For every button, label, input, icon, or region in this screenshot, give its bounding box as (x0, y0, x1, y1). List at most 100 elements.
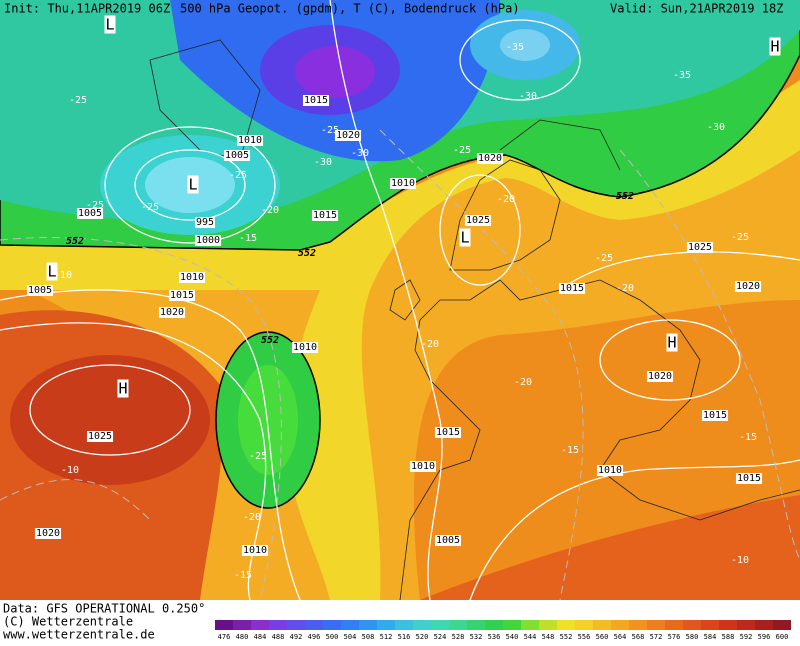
pressure-label-box (434, 535, 462, 546)
pressure-label-box (26, 285, 54, 296)
geopotential-label: 552 (261, 335, 279, 346)
pressure-label: 1005 (436, 535, 460, 546)
pressure-label-group: 1015 (701, 410, 729, 421)
pressure-center-box (46, 262, 58, 281)
pressure-center: L (47, 263, 56, 281)
temperature-label: -30 (351, 148, 369, 159)
pressure-label: 1010 (180, 272, 204, 283)
temperature-label: -20 (261, 205, 279, 216)
pressure-label-group: 1020 (34, 528, 62, 539)
temperature-label: -25 (69, 95, 87, 106)
pressure-center-group: L (104, 15, 116, 34)
colorbar-swatch (413, 620, 431, 630)
pressure-label-group: 1010 (241, 545, 269, 556)
pressure-center-group: L (187, 175, 199, 194)
map (0, 0, 800, 600)
colorbar-swatch (467, 620, 485, 630)
pressure-label-group: 1010 (409, 461, 437, 472)
colorbar-swatch (575, 620, 593, 630)
temperature-label: -10 (61, 465, 79, 476)
colorbar-swatch (719, 620, 737, 630)
pressure-center-group: H (769, 37, 781, 56)
pressure-label: 1025 (88, 431, 112, 442)
pressure-label-group: 1010 (291, 342, 319, 353)
pressure-label-box (558, 283, 586, 294)
pressure-center-box (187, 175, 199, 194)
colorbar-label: 500 (326, 633, 339, 641)
temperature-label: -35 (506, 42, 524, 53)
pressure-label-group: 1020 (476, 153, 504, 164)
copyright: (C) Wetterzentrale (3, 615, 133, 629)
colorbar-label: 512 (380, 633, 393, 641)
colorbar-label: 544 (524, 633, 537, 641)
pressure-label-group: 1020 (646, 371, 674, 382)
pressure-label-box (223, 150, 251, 161)
colorbar-swatch (629, 620, 647, 630)
pressure-label: 1010 (411, 461, 435, 472)
colorbar-label: 492 (290, 633, 303, 641)
pressure-label-box (158, 307, 186, 318)
temperature-label: -25 (229, 170, 247, 181)
init-time: Init: Thu,11APR2019 06Z (4, 2, 170, 16)
colorbar-swatch (485, 620, 503, 630)
pressure-label-group: 1000 (194, 235, 222, 246)
pressure-label: 1015 (304, 95, 328, 106)
pressure-label-box (291, 342, 319, 353)
temperature-label: -30 (519, 91, 537, 102)
pressure-center-box (117, 379, 129, 398)
pressure-label-box (302, 95, 330, 106)
pressure-label: 1010 (243, 545, 267, 556)
colorbar-label: 560 (596, 633, 609, 641)
pressure-label: 1010 (238, 135, 262, 146)
pressure-label: 1015 (170, 290, 194, 301)
colorbar-swatch (287, 620, 305, 630)
pressure-label-group: 1010 (236, 135, 264, 146)
pressure-label: 1020 (160, 307, 184, 318)
pressure-center: L (188, 176, 197, 194)
colorbar-label: 504 (344, 633, 357, 641)
colorbar-label: 496 (308, 633, 321, 641)
colorbar-swatch (269, 620, 287, 630)
colorbar-swatch (431, 620, 449, 630)
pressure-label-group: 1015 (168, 290, 196, 301)
colorbar-swatch (233, 620, 251, 630)
temperature-label: -15 (561, 445, 579, 456)
pressure-center: H (118, 380, 127, 398)
pressure-label-box (389, 178, 417, 189)
pressure-label: 1020 (736, 281, 760, 292)
pressure-label: 995 (196, 217, 214, 228)
pressure-label-group: 1015 (735, 473, 763, 484)
colorbar-swatch (647, 620, 665, 630)
colorbar-label: 568 (632, 633, 645, 641)
colorbar-label: 480 (236, 633, 249, 641)
temperature-label: -25 (595, 253, 613, 264)
temperature-label: -20 (514, 377, 532, 388)
valid-time: Valid: Sun,21APR2019 18Z (610, 2, 783, 16)
temperature-label: -15 (239, 233, 257, 244)
colorbar-swatch (539, 620, 557, 630)
colorbar-label: 520 (416, 633, 429, 641)
temperature-label: -10 (54, 270, 72, 281)
pressure-label-box (734, 281, 762, 292)
pressure-label-group: 1010 (596, 465, 624, 476)
pressure-label-group: 1015 (311, 210, 339, 221)
pressure-label: 1005 (78, 208, 102, 219)
pressure-label: 1020 (36, 528, 60, 539)
pressure-label: 1015 (737, 473, 761, 484)
colorbar-swatch (359, 620, 377, 630)
colorbar-swatch (395, 620, 413, 630)
pressure-label-group: 995 (194, 217, 216, 228)
pressure-center-group: H (666, 333, 678, 352)
colorbar-swatch (773, 620, 791, 630)
pressure-label: 1010 (293, 342, 317, 353)
pressure-label-group: 1010 (178, 272, 206, 283)
colorbar-label: 476 (218, 633, 231, 641)
colorbar-label: 484 (254, 633, 267, 641)
pressure-label-group: 1020 (158, 307, 186, 318)
pressure-label-box (194, 217, 216, 228)
pressure-label: 1015 (560, 283, 584, 294)
colorbar-label: 584 (704, 633, 717, 641)
website: www.wetterzentrale.de (3, 628, 155, 642)
colorbar-swatch (503, 620, 521, 630)
